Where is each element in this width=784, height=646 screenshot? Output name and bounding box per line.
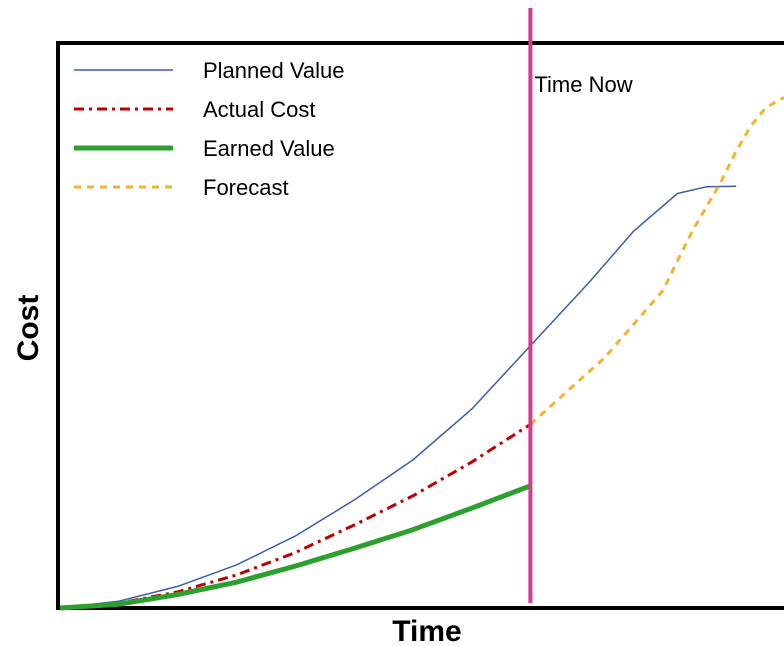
series-line-earned-value <box>59 483 532 611</box>
x-axis-title: Time <box>392 615 461 646</box>
annotation-layer: Time Now <box>528 8 633 603</box>
plot-frame <box>56 41 784 610</box>
series-line-planned-value <box>59 185 737 609</box>
legend-label-forecast: Forecast <box>203 175 289 200</box>
series-layer <box>59 96 784 611</box>
legend-label-actual-cost: Actual Cost <box>203 97 316 122</box>
legend: Planned Value Actual Cost Earned Value Fore… <box>74 58 345 200</box>
legend-label-planned-value: Planned Value <box>203 58 345 83</box>
y-axis-title: Cost <box>12 295 45 362</box>
time-now-label: Time Now <box>534 72 632 97</box>
series-line-forecast <box>529 96 784 426</box>
series-line-actual-cost <box>59 423 532 610</box>
legend-label-earned-value: Earned Value <box>203 136 335 161</box>
